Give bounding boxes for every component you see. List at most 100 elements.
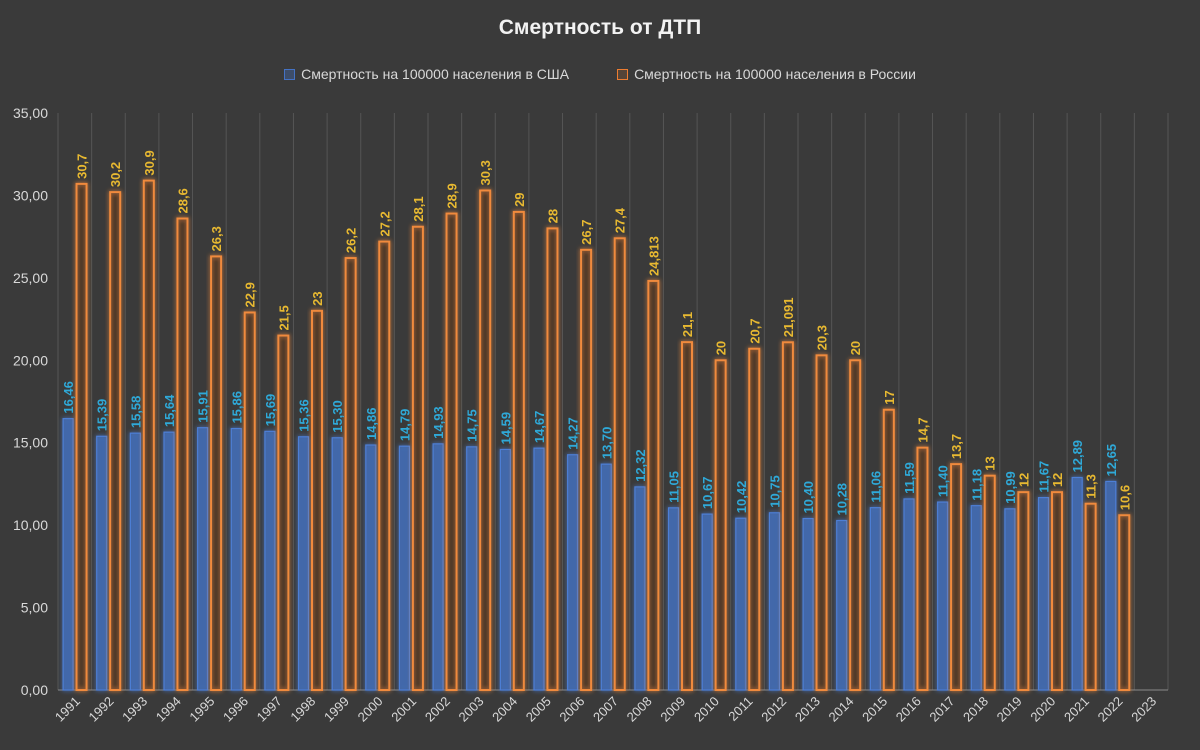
bar-russia xyxy=(512,210,525,692)
data-label-russia: 30,7 xyxy=(75,154,90,179)
bar-usa xyxy=(1004,508,1016,691)
bar-usa xyxy=(667,507,680,691)
x-tick-label: 2019 xyxy=(994,694,1025,725)
legend-swatch-usa xyxy=(284,68,296,80)
bar-usa xyxy=(197,427,209,691)
bar-russia xyxy=(1084,502,1097,691)
data-label-usa: 11,59 xyxy=(902,462,917,494)
data-label-russia: 22,9 xyxy=(243,282,258,307)
data-label-usa: 12,32 xyxy=(633,449,648,482)
bar-russia xyxy=(714,359,727,691)
bar-russia xyxy=(1118,514,1131,691)
data-label-russia: 13 xyxy=(983,456,998,470)
data-label-russia: 13,7 xyxy=(949,434,964,459)
x-tick-label: 2022 xyxy=(1095,694,1126,725)
y-tick-label: 5,00 xyxy=(21,600,48,616)
bar-russia xyxy=(613,237,626,691)
bar-usa xyxy=(297,436,310,691)
data-label-russia: 20,7 xyxy=(747,318,762,343)
data-label-russia: 21,1 xyxy=(680,312,695,337)
data-label-russia: 26,2 xyxy=(344,228,359,253)
x-tick-label: 1995 xyxy=(186,694,217,725)
y-tick-label: 30,00 xyxy=(13,187,48,203)
bar-russia xyxy=(210,255,223,691)
y-tick-label: 25,00 xyxy=(13,270,48,286)
data-label-usa: 15,58 xyxy=(128,396,143,429)
x-tick-label: 1998 xyxy=(287,694,318,725)
x-tick-label: 2011 xyxy=(725,694,755,724)
bar-russia xyxy=(411,225,424,691)
data-label-russia: 14,7 xyxy=(915,417,930,442)
data-label-usa: 10,67 xyxy=(700,477,715,510)
bar-russia xyxy=(311,309,323,691)
legend-item-russia: Смертность на 100000 населения в России xyxy=(617,66,916,82)
data-label-russia: 10,6 xyxy=(1117,485,1132,510)
x-tick-label: 1994 xyxy=(153,694,184,725)
legend-label-usa: Смертность на 100000 населения в США xyxy=(301,66,570,82)
y-tick-label: 10,00 xyxy=(13,517,48,533)
x-tick-label: 2015 xyxy=(859,694,890,725)
x-tick-label: 2016 xyxy=(893,694,924,725)
bar-russia xyxy=(950,463,963,691)
data-label-russia: 21,5 xyxy=(276,305,291,330)
legend: Смертность на 100000 населения в США Сме… xyxy=(0,66,1200,82)
bar-russia xyxy=(479,189,492,692)
bar-russia xyxy=(681,341,693,691)
x-tick-label: 2009 xyxy=(657,694,688,725)
data-label-russia: 23 xyxy=(310,291,325,305)
data-label-usa: 11,40 xyxy=(936,465,951,497)
data-label-russia: 20 xyxy=(848,341,863,355)
data-label-usa: 14,67 xyxy=(532,411,547,444)
bar-usa xyxy=(937,501,949,691)
x-tick-label: 1991 xyxy=(52,694,83,725)
data-label-usa: 14,93 xyxy=(431,406,446,439)
y-tick-label: 15,00 xyxy=(13,435,48,451)
bar-russia xyxy=(344,257,357,691)
data-label-russia: 20 xyxy=(714,341,729,355)
x-tick-label: 2000 xyxy=(355,694,386,725)
bar-usa xyxy=(365,444,377,691)
data-label-russia: 21,091 xyxy=(781,298,796,338)
bar-usa xyxy=(836,519,848,691)
data-label-usa: 15,69 xyxy=(263,394,278,427)
data-label-usa: 14,59 xyxy=(498,412,513,445)
data-label-usa: 16,46 xyxy=(61,381,76,414)
bar-russia xyxy=(983,474,996,691)
bar-usa xyxy=(466,446,478,691)
bar-usa xyxy=(62,418,74,691)
data-label-russia: 28,1 xyxy=(411,196,426,221)
x-tick-label: 2002 xyxy=(422,694,453,725)
data-label-usa: 11,05 xyxy=(667,471,682,503)
data-label-usa: 10,42 xyxy=(734,481,749,514)
x-tick-label: 2017 xyxy=(926,694,957,725)
data-label-usa: 14,86 xyxy=(364,407,379,440)
data-label-russia: 28 xyxy=(545,209,560,223)
x-tick-label: 1992 xyxy=(86,694,117,725)
bar-russia xyxy=(378,240,391,692)
bar-usa xyxy=(129,432,141,691)
bar-usa xyxy=(903,498,915,691)
data-label-usa: 12,89 xyxy=(1070,440,1085,473)
legend-item-usa: Смертность на 100000 населения в США xyxy=(284,66,569,82)
bar-usa xyxy=(735,517,747,691)
bar-usa xyxy=(533,447,545,691)
data-label-russia: 24,813 xyxy=(646,236,661,276)
x-tick-label: 2010 xyxy=(691,694,722,725)
bar-usa xyxy=(499,448,511,691)
x-tick-label: 2014 xyxy=(826,694,857,725)
data-label-russia: 26,3 xyxy=(209,226,224,251)
x-tick-label: 2020 xyxy=(1027,694,1058,725)
x-tick-label: 2008 xyxy=(624,694,655,725)
data-label-russia: 28,6 xyxy=(175,188,190,213)
bar-usa xyxy=(701,513,713,691)
y-tick-label: 0,00 xyxy=(21,682,48,698)
data-label-usa: 12,65 xyxy=(1104,444,1119,477)
bar-russia xyxy=(176,217,189,691)
y-tick-label: 35,00 xyxy=(13,105,48,121)
data-label-usa: 15,91 xyxy=(196,390,211,423)
bar-russia xyxy=(916,446,929,691)
data-label-usa: 14,79 xyxy=(397,409,412,442)
x-tick-label: 2005 xyxy=(523,694,554,725)
x-tick-label: 2018 xyxy=(960,694,991,725)
x-tick-label: 2012 xyxy=(758,694,789,725)
